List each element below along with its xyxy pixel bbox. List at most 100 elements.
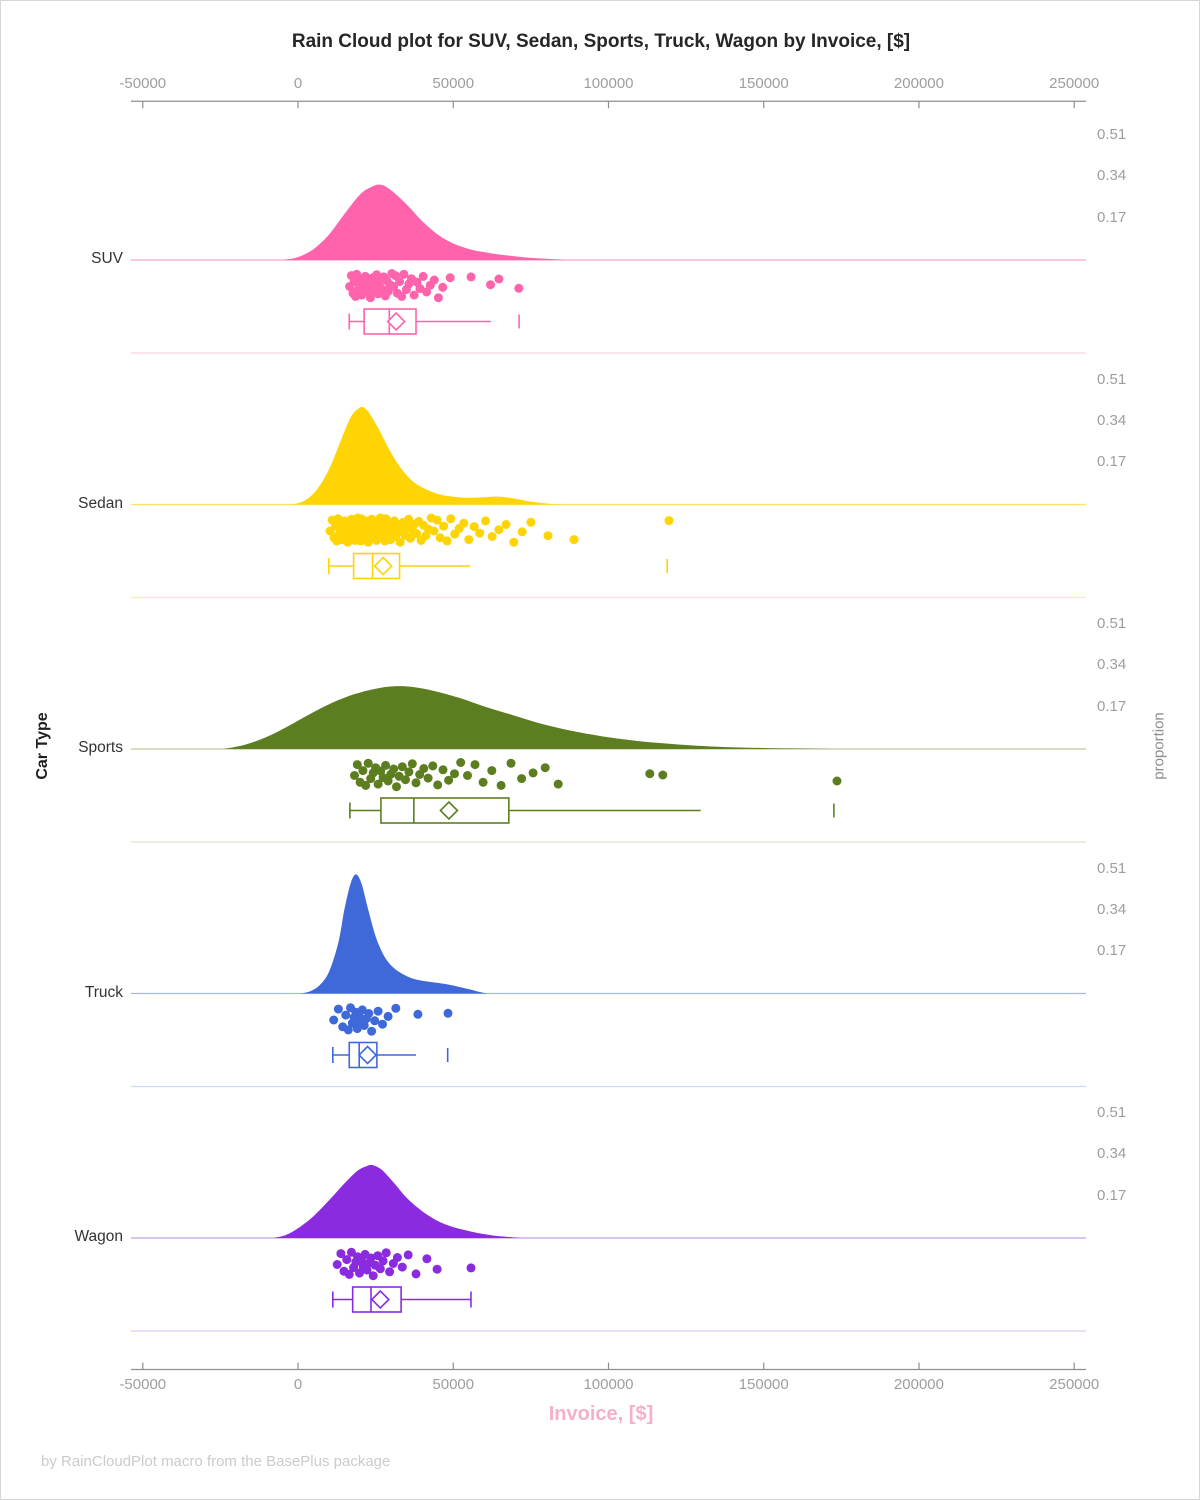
proportion-tick-label: 0.17 [1097,697,1127,715]
point-sedan [446,514,456,524]
point-truck [343,1025,353,1035]
point-sedan [429,526,439,536]
point-wagon [378,1256,388,1266]
category-label-wagon: Wagon [74,1228,123,1245]
point-suv [399,269,409,279]
density-suv [282,184,565,260]
point-sports [658,770,668,780]
point-sports [361,780,371,790]
point-suv [395,277,405,287]
point-wagon [342,1255,352,1265]
point-sports [553,779,563,789]
point-suv [365,293,375,303]
density-truck [301,874,488,994]
box-wagon [351,1286,402,1313]
point-sports [487,766,497,776]
point-sports [428,761,438,771]
proportion-axis-label: proportion [1150,712,1168,780]
point-sedan [509,537,519,547]
band-sports [131,686,1086,843]
band-truck [131,874,1086,1088]
point-suv [514,283,524,293]
x-tick-label-top: 150000 [738,75,789,92]
point-sports [392,782,401,792]
x-tick-label-top: 0 [293,75,303,92]
x-tick-label-bottom: 50000 [432,1376,475,1393]
footer-credit: by RainCloudPlot macro from the BasePlus… [41,1453,391,1470]
point-truck [370,1016,380,1026]
points-suv [345,269,524,303]
point-wagon [332,1260,342,1269]
point-sedan [412,529,422,539]
point-sports [358,766,368,776]
x-tick-label-top: 50000 [432,75,475,92]
point-sedan [459,518,469,528]
point-sports [350,771,359,780]
point-truck [413,1009,423,1019]
proportion-tick-label: 0.17 [1097,942,1127,960]
x-tick-label-bottom: -50000 [119,1376,167,1393]
proportion-tick-label: 0.51 [1097,859,1127,877]
point-wagon [368,1271,378,1281]
point-sedan [405,533,415,543]
point-wagon [392,1253,402,1262]
point-sedan [435,533,445,543]
mean-diamond-sedan [373,556,393,576]
point-sports [506,758,516,768]
x-axis-label: Invoice, [$] [548,1403,654,1425]
x-tick-label-bottom: 100000 [583,1376,634,1393]
proportion-tick-label: 0.34 [1097,900,1127,918]
point-wagon [403,1250,413,1260]
point-suv [438,282,448,292]
point-wagon [385,1267,395,1277]
point-suv [418,271,428,281]
x-tick-label-bottom: 150000 [738,1376,789,1393]
points-wagon [332,1247,476,1281]
point-sports [450,769,459,779]
category-label-sedan: Sedan [78,494,123,512]
x-tick-label-bottom: 250000 [1049,1376,1100,1393]
x-tick-label-top: -50000 [119,75,167,92]
point-sports [517,774,527,784]
point-suv [389,282,399,291]
proportion-tick-label: 0.51 [1097,615,1127,633]
boxplot-suv [348,308,520,335]
point-sedan [442,536,452,546]
point-sports [496,780,506,790]
point-sports [456,758,466,767]
proportion-tick-label: 0.51 [1097,370,1127,388]
point-sports [478,777,488,787]
point-sports [419,764,429,773]
boxplot-sedan [327,552,668,580]
point-suv [445,273,455,283]
boxplot-wagon [332,1286,472,1313]
point-suv [486,280,495,290]
point-wagon [362,1265,372,1275]
point-suv [433,293,443,303]
point-wagon [411,1269,421,1279]
point-truck [443,1008,453,1018]
category-label-truck: Truck [84,983,123,1001]
point-sports [470,760,480,770]
x-tick-label-bottom: 200000 [893,1376,944,1393]
mean-diamond-truck [357,1045,378,1065]
point-sports [411,778,421,788]
point-sedan [469,522,479,532]
point-sports [423,773,433,783]
band-sedan [131,406,1086,599]
proportion-tick-label: 0.17 [1097,453,1127,471]
point-truck [383,1011,393,1021]
density-sedan [291,406,559,505]
point-sedan [464,535,474,545]
band-wagon [131,1164,1086,1332]
point-suv [466,272,476,282]
point-truck [378,1019,387,1029]
mean-diamond-wagon [370,1289,390,1310]
mean-diamond-suv [386,311,406,332]
proportion-tick-label: 0.34 [1097,1145,1127,1163]
point-sports [389,764,399,774]
point-sports [363,758,373,768]
point-wagon [397,1262,407,1272]
